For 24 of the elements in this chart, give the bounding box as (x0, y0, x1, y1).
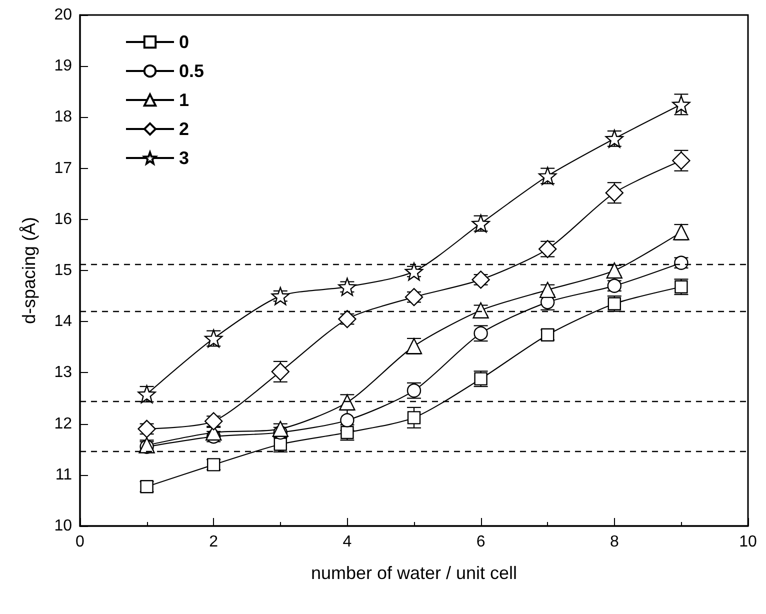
legend-label: 2 (179, 119, 190, 139)
y-tick-label: 19 (54, 58, 72, 75)
legend-label: 3 (179, 148, 190, 168)
x-tick-label: 6 (476, 534, 486, 550)
x-axis-title: number of water / unit cell (310, 563, 518, 583)
x-tick-label: 10 (739, 534, 757, 550)
y-tick-label: 10 (54, 518, 72, 534)
y-tick-label: 14 (54, 313, 72, 330)
y-tick-label: 20 (54, 6, 72, 24)
legend-label: 0.5 (179, 61, 204, 81)
x-tick-label: 0 (76, 534, 85, 550)
x-tick-label: 2 (209, 534, 218, 550)
y-tick-label: 13 (54, 364, 72, 382)
y-axis-title: d-spacing (Å) (19, 216, 39, 324)
legend-label: 1 (179, 90, 190, 110)
y-tick-label: 17 (54, 160, 72, 177)
legend-label: 0 (179, 32, 190, 52)
x-tick-label: 4 (342, 534, 352, 550)
y-tick-label: 11 (55, 466, 72, 484)
y-tick-label: 12 (54, 415, 72, 432)
y-tick-label: 16 (54, 210, 72, 228)
y-tick-label: 15 (54, 262, 72, 279)
x-tick-label: 8 (610, 534, 619, 550)
y-tick-label: 18 (54, 108, 72, 126)
